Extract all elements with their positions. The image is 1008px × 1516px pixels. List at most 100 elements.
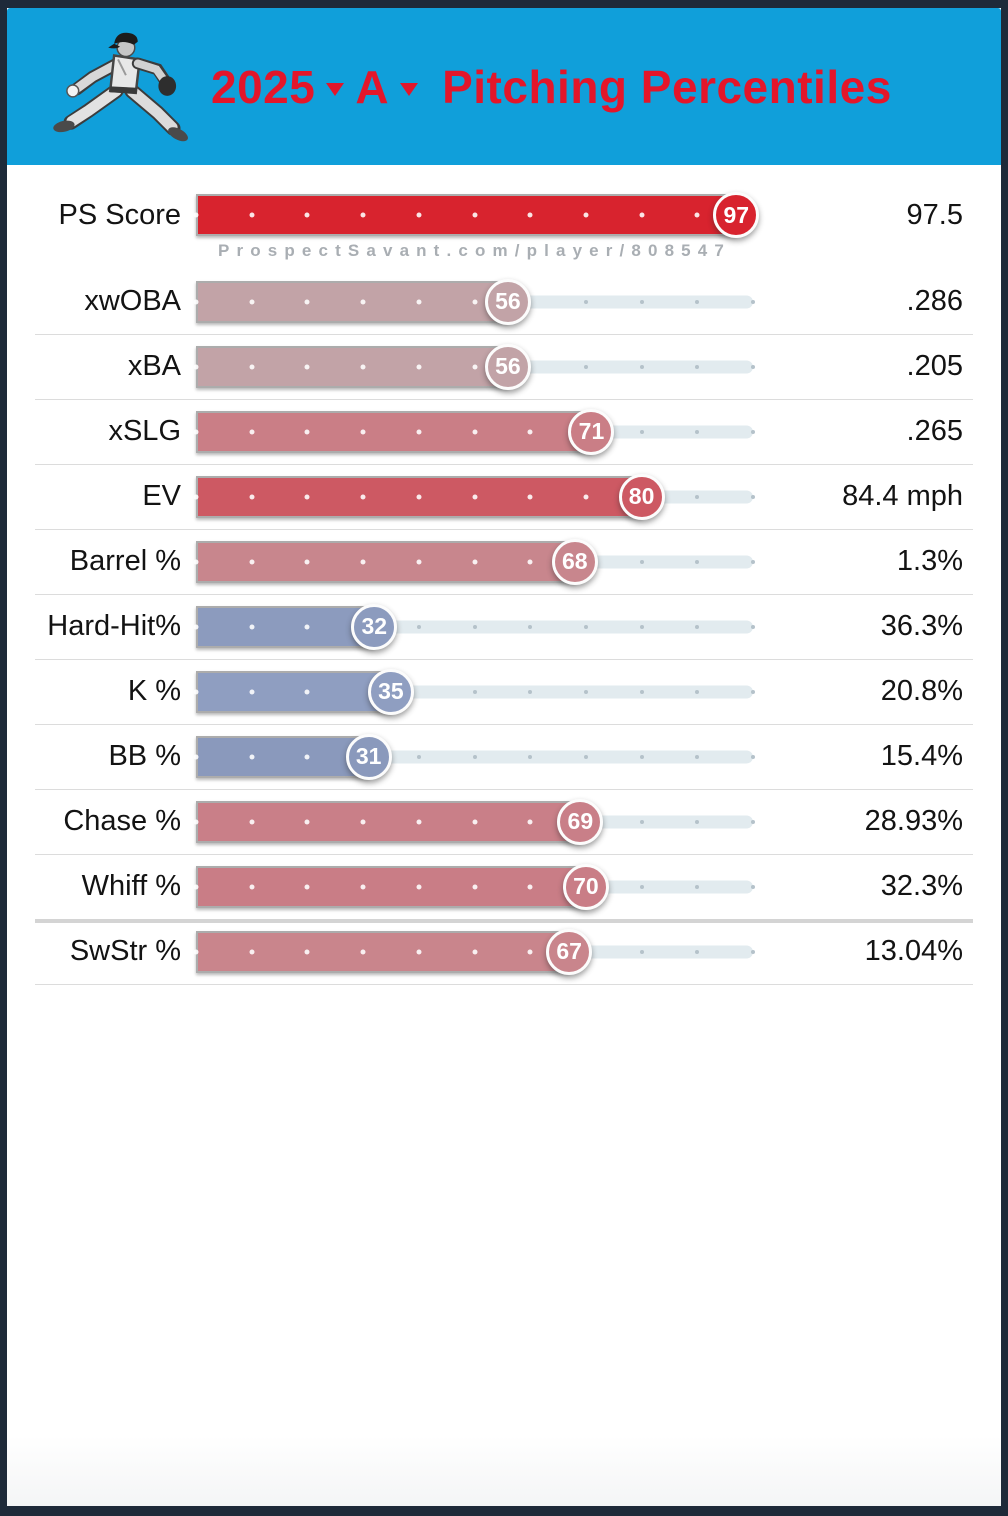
page-title: 2025 A Pitching Percentiles — [211, 60, 892, 114]
decile-dot — [416, 364, 422, 369]
decile-dot — [360, 364, 366, 369]
decile-dot — [639, 299, 644, 304]
decile-dot — [751, 819, 755, 824]
decile-dot — [416, 494, 422, 499]
percentile-row: xSLG 71 .265 — [7, 399, 1001, 464]
stat-label: xwOBA — [84, 285, 181, 317]
percentile-row: EV 80 84.4 mph — [7, 464, 1001, 529]
decile-dot — [639, 819, 644, 824]
decile-dot — [249, 884, 255, 889]
decile-dot — [472, 949, 477, 954]
decile-dot — [360, 299, 366, 304]
decile-dot — [695, 559, 700, 564]
decile-dot — [639, 624, 644, 629]
decile-dot — [249, 624, 255, 629]
decile-dot — [695, 754, 700, 759]
decile-dot — [639, 559, 644, 564]
percentile-bubble: 69 — [557, 798, 604, 845]
decile-dot — [751, 559, 755, 564]
percentile-bubble: 70 — [562, 863, 609, 910]
decile-dot — [360, 819, 366, 824]
stat-value: 97.5 — [906, 199, 963, 231]
decile-dot — [472, 559, 477, 564]
stat-value: .286 — [906, 285, 963, 317]
decile-dot — [527, 494, 533, 499]
percentile-bar — [196, 475, 642, 518]
decile-dot — [416, 624, 421, 629]
decile-dot — [304, 364, 310, 369]
decile-dot — [304, 212, 310, 218]
decile-dot — [472, 689, 477, 694]
decile-dot — [639, 364, 644, 369]
decile-dot — [751, 494, 755, 499]
decile-dot — [304, 559, 310, 564]
decile-dot — [751, 754, 755, 759]
stat-label: PS Score — [58, 199, 182, 231]
percentile-number: 31 — [355, 743, 382, 769]
decile-dot — [193, 754, 199, 759]
percentile-rows: PS Score 97 97.5 ProspectSavant.com/play… — [7, 165, 1001, 985]
stat-value: 1.3% — [896, 545, 963, 577]
percentile-bar — [196, 280, 508, 323]
decile-dot — [472, 429, 477, 434]
decile-dot — [249, 299, 255, 304]
percentile-number: 68 — [561, 548, 588, 574]
percentile-slider: 71 — [193, 408, 755, 456]
stat-label: EV — [142, 480, 181, 512]
pitcher-illustration — [53, 32, 188, 141]
decile-dot — [416, 884, 422, 889]
decile-dot — [527, 212, 533, 218]
percentile-bar — [196, 930, 570, 973]
decile-dot — [583, 364, 588, 369]
decile-dot — [249, 754, 255, 759]
decile-dot — [528, 754, 533, 759]
decile-dot — [193, 299, 199, 304]
decile-dot — [249, 364, 255, 369]
percentile-bar — [196, 345, 508, 388]
card-header: 2025 A Pitching Percentiles — [7, 8, 1001, 165]
percentile-bubble: 56 — [484, 278, 531, 325]
decile-dot — [249, 212, 255, 218]
percentile-row: K % 35 20.8% — [7, 659, 1001, 724]
decile-dot — [472, 494, 477, 499]
decile-dot — [193, 364, 199, 369]
percentile-slider: 80 — [193, 473, 755, 521]
decile-dot — [751, 689, 755, 694]
decile-dot — [695, 364, 700, 369]
decile-dot — [583, 624, 588, 629]
percentile-bubble: 31 — [345, 733, 392, 780]
stat-value: .265 — [906, 415, 963, 447]
stat-value: .205 — [906, 350, 963, 382]
percentile-bar — [196, 194, 737, 236]
percentile-slider: 70 — [193, 863, 755, 911]
percentile-slider: 69 — [193, 798, 755, 846]
percentile-row: xwOBA 56 .286 — [7, 269, 1001, 334]
decile-dot — [639, 754, 644, 759]
percentile-slider: 32 — [193, 603, 755, 651]
decile-dot — [527, 819, 533, 824]
decile-dot — [472, 212, 477, 218]
decile-dot — [360, 212, 366, 218]
percentile-bubble: 80 — [618, 473, 665, 520]
percentile-slider: 56 — [193, 343, 755, 391]
decile-dot — [695, 819, 700, 824]
watermark-url: ProspectSavant.com/player/808547 — [218, 241, 731, 260]
percentile-number: 35 — [378, 678, 404, 704]
percentile-row: Barrel % 68 1.3% — [7, 529, 1001, 594]
decile-dot — [360, 559, 366, 564]
year-dropdown[interactable]: 2025 — [211, 60, 316, 113]
stat-label: xBA — [127, 350, 181, 382]
percentile-slider: 67 — [193, 928, 755, 976]
percentile-slider: 56 — [193, 278, 755, 326]
decile-dot — [193, 949, 199, 954]
decile-dot — [527, 949, 533, 954]
decile-dot — [304, 624, 310, 629]
level-dropdown[interactable]: A — [355, 60, 390, 113]
chevron-down-icon[interactable] — [326, 83, 345, 96]
decile-dot — [751, 299, 755, 304]
decile-dot — [695, 624, 700, 629]
decile-dot — [360, 884, 366, 889]
chevron-down-icon[interactable] — [400, 83, 419, 96]
decile-dot — [639, 949, 644, 954]
